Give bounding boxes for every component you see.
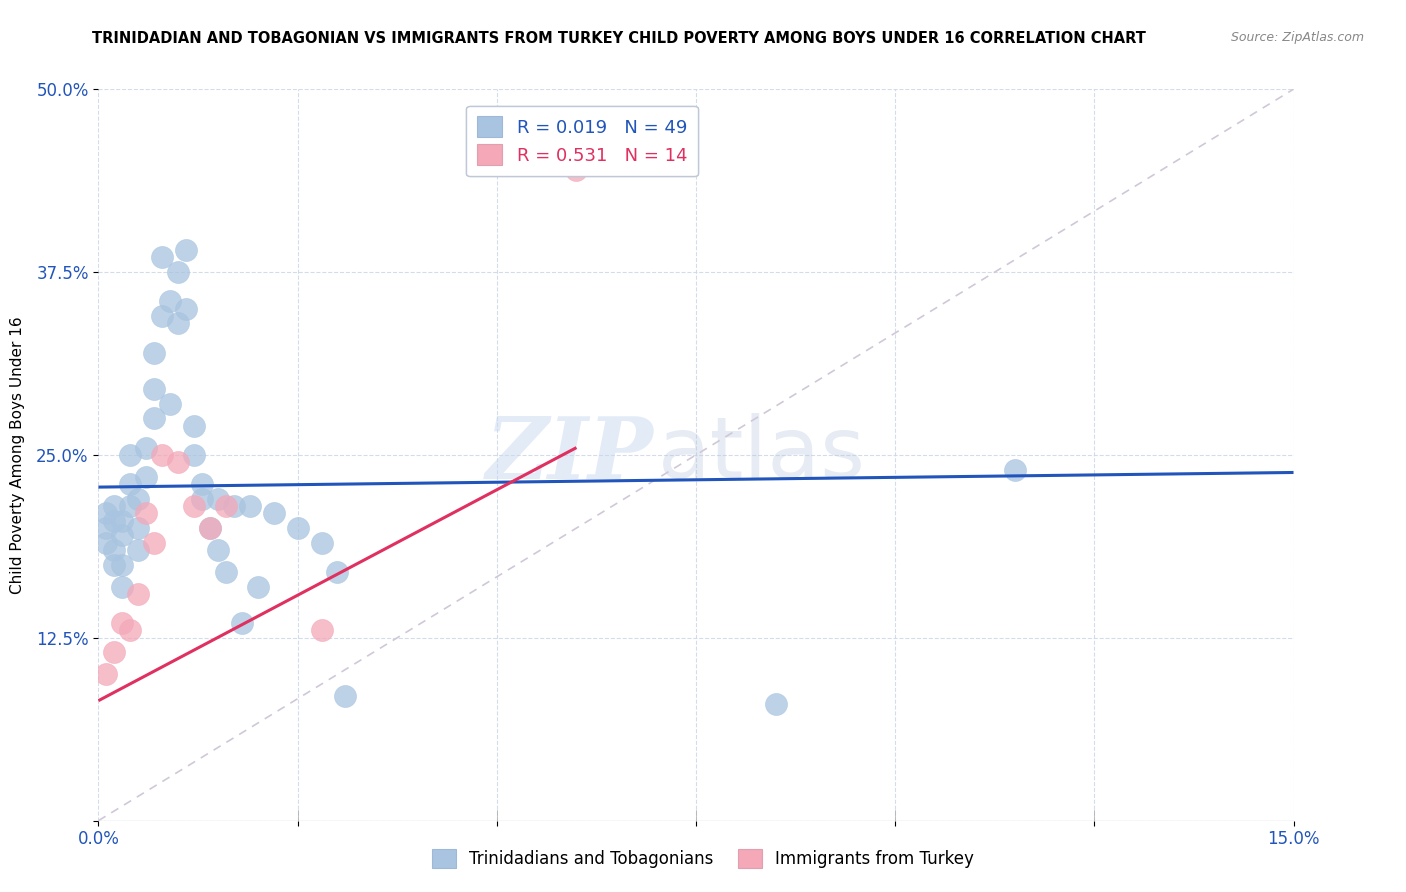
Point	[1004, 462, 1026, 476]
Point	[120, 448, 142, 462]
Text: Source: ZipAtlas.com: Source: ZipAtlas.com	[1230, 31, 1364, 45]
Point	[167, 265, 190, 279]
Point	[246, 580, 269, 594]
Point	[159, 397, 181, 411]
Point	[150, 309, 173, 323]
Point	[167, 316, 190, 330]
Point	[103, 499, 125, 513]
Point	[231, 616, 253, 631]
Point	[335, 690, 357, 704]
Point	[96, 507, 118, 521]
Point	[183, 499, 205, 513]
Point	[135, 441, 157, 455]
Point	[198, 521, 221, 535]
Point	[143, 535, 166, 549]
Point	[96, 667, 118, 681]
Point	[120, 477, 142, 491]
Point	[287, 521, 309, 535]
Point	[174, 301, 197, 316]
Point	[183, 448, 205, 462]
Point	[215, 499, 238, 513]
Point	[143, 411, 166, 425]
Point	[96, 535, 118, 549]
Point	[215, 565, 238, 579]
Point	[207, 543, 229, 558]
Y-axis label: Child Poverty Among Boys Under 16: Child Poverty Among Boys Under 16	[10, 316, 25, 594]
Point	[127, 521, 149, 535]
Point	[150, 448, 173, 462]
Point	[127, 543, 149, 558]
Point	[103, 514, 125, 528]
Point	[765, 697, 787, 711]
Point	[111, 514, 134, 528]
Text: atlas: atlas	[658, 413, 866, 497]
Point	[111, 616, 134, 631]
Point	[150, 251, 173, 265]
Legend: Trinidadians and Tobagonians, Immigrants from Turkey: Trinidadians and Tobagonians, Immigrants…	[426, 842, 980, 875]
Point	[326, 565, 349, 579]
Point	[96, 521, 118, 535]
Point	[565, 162, 588, 177]
Point	[120, 624, 142, 638]
Point	[103, 645, 125, 659]
Point	[135, 507, 157, 521]
Point	[111, 558, 134, 572]
Point	[207, 491, 229, 506]
Point	[111, 580, 134, 594]
Point	[143, 382, 166, 396]
Point	[159, 294, 181, 309]
Point	[120, 499, 142, 513]
Point	[111, 528, 134, 542]
Point	[135, 470, 157, 484]
Point	[222, 499, 245, 513]
Point	[174, 243, 197, 257]
Point	[103, 543, 125, 558]
Text: TRINIDADIAN AND TOBAGONIAN VS IMMIGRANTS FROM TURKEY CHILD POVERTY AMONG BOYS UN: TRINIDADIAN AND TOBAGONIAN VS IMMIGRANTS…	[91, 31, 1146, 46]
Point	[311, 535, 333, 549]
Point	[263, 507, 285, 521]
Point	[311, 624, 333, 638]
Legend: R = 0.019   N = 49, R = 0.531   N = 14: R = 0.019 N = 49, R = 0.531 N = 14	[465, 105, 697, 176]
Point	[198, 521, 221, 535]
Text: ZIP: ZIP	[486, 413, 654, 497]
Point	[127, 587, 149, 601]
Point	[191, 491, 214, 506]
Point	[143, 345, 166, 359]
Point	[191, 477, 214, 491]
Point	[103, 558, 125, 572]
Point	[127, 491, 149, 506]
Point	[183, 418, 205, 433]
Point	[167, 455, 190, 469]
Point	[239, 499, 262, 513]
